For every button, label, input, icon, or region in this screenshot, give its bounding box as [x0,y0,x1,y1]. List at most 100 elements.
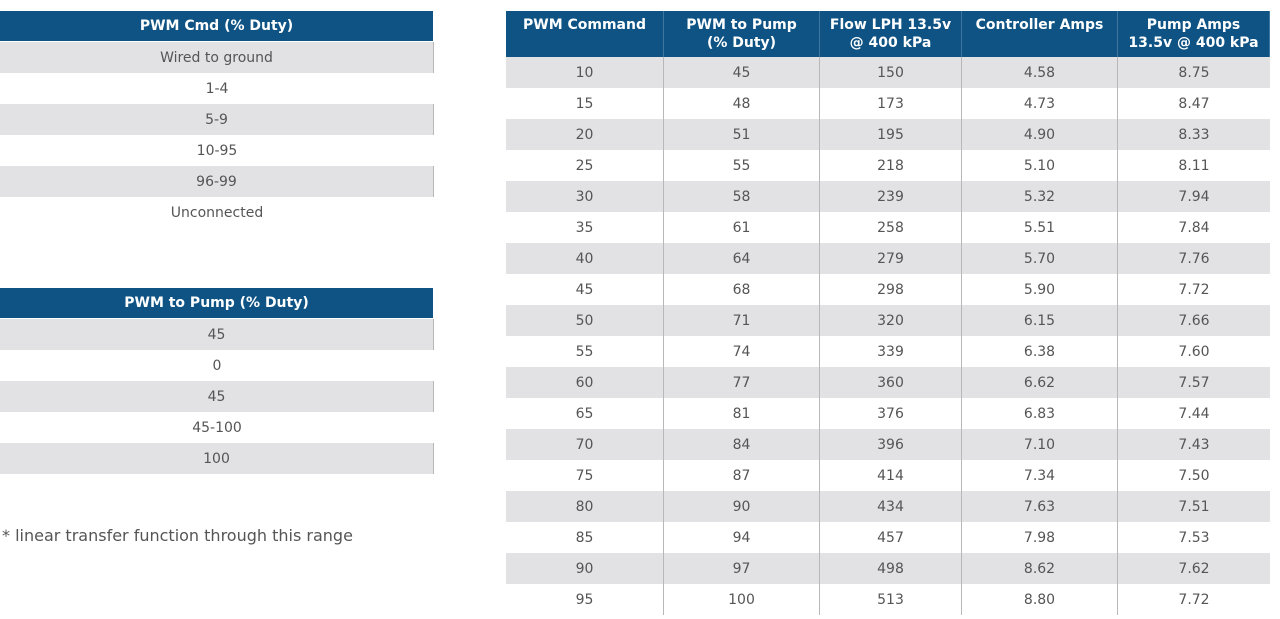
table-cell: 376 [820,398,962,429]
table-cell: 25 [506,150,664,181]
table-cell: 5.10 [962,150,1118,181]
table-cell: 396 [820,429,962,460]
table-cell: 68 [664,274,820,305]
table-cell: 5-9 [0,104,434,135]
table-cell: 7.76 [1118,243,1270,274]
table-cell: 10-95 [196,142,238,159]
table-cell: 7.44 [1178,405,1210,422]
table-cell: 498 [820,553,962,584]
table-cell: 100 [0,443,434,474]
table-cell: 85 [506,522,664,553]
table-cell: 10 [506,57,664,88]
column-header: Pump Amps 13.5v @ 400 kPa [1118,11,1270,57]
column-header: PWM to Pump (% Duty) [664,11,820,57]
table-cell: 4.90 [962,119,1118,150]
table-cell: 5.70 [962,243,1118,274]
table-cell: 8.75 [1118,57,1270,88]
table-cell: 339 [820,336,962,367]
table-cell: 513 [820,584,962,615]
column-header: PWM Command [506,11,664,57]
table-cell: Unconnected [170,204,264,221]
table-cell: 7.34 [962,460,1118,491]
table-cell: 258 [820,212,962,243]
table-header: PWM Cmd (% Duty) [0,11,433,41]
table-cell: 0 [212,357,222,374]
table-cell: 7.53 [1178,529,1210,546]
table-cell: 30 [506,181,664,212]
column-header: Flow LPH 13.5v @ 400 kPa [820,11,962,57]
table-cell: 8.47 [1178,95,1210,112]
table-cell: 60 [506,367,664,398]
table-cell: 7.43 [1118,429,1270,460]
table-cell: 45 [664,57,820,88]
table-cell: 96-99 [0,166,434,197]
table-cell: 298 [820,274,962,305]
table-cell: 81 [664,398,820,429]
table-cell: 150 [820,57,962,88]
table-cell: 75 [506,460,664,491]
table-cell: 45 [0,319,434,350]
table-cell: 61 [664,212,820,243]
table-cell: 5.51 [962,212,1118,243]
table-cell: 7.57 [1118,367,1270,398]
table-cell: 50 [506,305,664,336]
table-cell: 6.38 [962,336,1118,367]
table-cell: 360 [820,367,962,398]
table-cell: 434 [820,491,962,522]
table-cell: 1-4 [205,80,229,97]
table-cell: 7.98 [962,522,1118,553]
table-cell: 6.83 [962,398,1118,429]
table-cell: 95 [506,584,664,615]
table-cell: 279 [820,243,962,274]
table-cell: 7.63 [962,491,1118,522]
table-cell: 70 [506,429,664,460]
table-cell: 7.72 [1178,281,1210,298]
table-cell: 94 [664,522,820,553]
table-cell: 4.73 [962,88,1118,119]
table-cell: 8.62 [962,553,1118,584]
table-cell: 84 [664,429,820,460]
table-cell: 8.33 [1118,119,1270,150]
table-cell: 5.32 [962,181,1118,212]
table-cell: 87 [664,460,820,491]
table-cell: 51 [664,119,820,150]
table-cell: 8.80 [962,584,1118,615]
table-cell: 457 [820,522,962,553]
table-cell: 7.50 [1178,467,1210,484]
table-cell: 20 [506,119,664,150]
table-cell: 74 [664,336,820,367]
table-cell: 7.84 [1178,219,1210,236]
table-cell: 7.60 [1178,343,1210,360]
table-cell: 100 [664,584,820,615]
table-cell: 7.66 [1118,305,1270,336]
table-cell: 8.11 [1178,157,1210,174]
table-cell: 58 [664,181,820,212]
footnote: * linear transfer function through this … [2,526,353,545]
table-cell: 97 [664,553,820,584]
column-header: Controller Amps [962,11,1118,57]
table-cell: 90 [506,553,664,584]
table-header: PWM to Pump (% Duty) [0,288,433,318]
table-cell: 5.90 [962,274,1118,305]
table-cell: 48 [664,88,820,119]
table-cell: 71 [664,305,820,336]
table-cell: 195 [820,119,962,150]
table-cell: 45 [0,381,434,412]
table-cell: 45 [506,274,664,305]
table-cell: 239 [820,181,962,212]
table-cell: 7.94 [1118,181,1270,212]
table-cell: 7.72 [1178,591,1210,608]
table-cell: 6.15 [962,305,1118,336]
table-cell: 55 [664,150,820,181]
table-cell: 414 [820,460,962,491]
table-cell: 80 [506,491,664,522]
table-cell: 6.62 [962,367,1118,398]
table-cell: 320 [820,305,962,336]
table-cell: 7.51 [1118,491,1270,522]
table-cell: 35 [506,212,664,243]
table-cell: 7.62 [1118,553,1270,584]
table-cell: 15 [506,88,664,119]
table-cell: 45-100 [192,419,242,436]
table-cell: 218 [820,150,962,181]
